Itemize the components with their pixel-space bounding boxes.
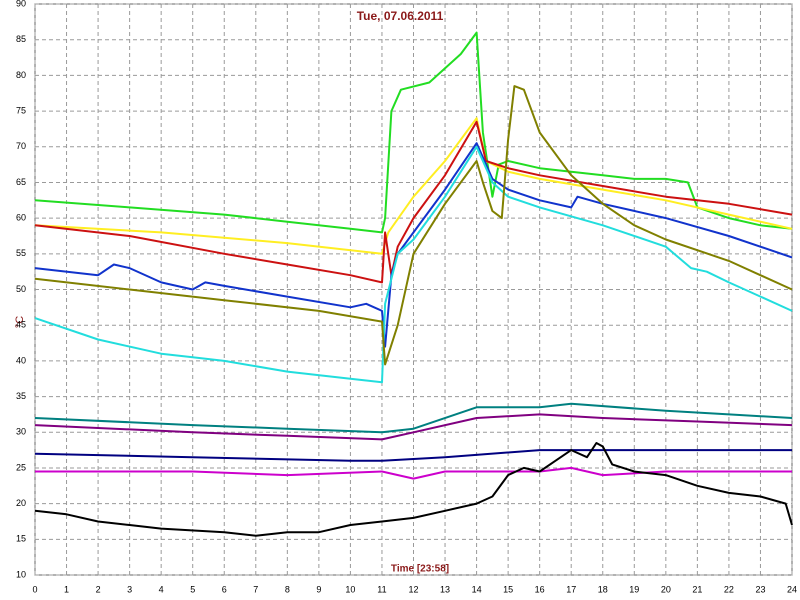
x-axis-label: Time [23:58]	[391, 564, 449, 575]
y-tick-label: 60	[16, 213, 26, 223]
x-tick-label: 3	[127, 584, 132, 594]
series-line	[34, 442, 793, 537]
x-tick-label: 22	[724, 584, 734, 594]
y-tick-label: 35	[16, 391, 26, 401]
y-axis-label: °C	[14, 316, 26, 328]
lines	[34, 31, 793, 537]
x-tick-label: 24	[787, 584, 797, 594]
x-tick-label: 12	[408, 584, 418, 594]
x-tick-label: 14	[472, 584, 482, 594]
x-tick-label: 23	[755, 584, 765, 594]
y-tick-label: 40	[16, 355, 26, 365]
y-tick-label: 55	[16, 248, 26, 258]
x-tick-label: 4	[159, 584, 164, 594]
x-tick-label: 13	[440, 584, 450, 594]
x-tick-label: 15	[503, 584, 513, 594]
series-line	[34, 120, 793, 284]
series-line	[34, 402, 793, 434]
series-line	[34, 413, 793, 441]
x-tick-label: 16	[535, 584, 545, 594]
x-tick-label: 5	[190, 584, 195, 594]
y-tick-label: 75	[16, 105, 26, 115]
series-line	[34, 31, 793, 234]
y-tick-label: 70	[16, 141, 26, 151]
chart-title: Tue, 07.06.2011	[357, 9, 444, 23]
x-tick-label: 19	[629, 584, 639, 594]
x-tick-label: 0	[32, 584, 37, 594]
y-tick-label: 85	[16, 34, 26, 44]
y-tick-label: 25	[16, 462, 26, 472]
y-tick-label: 50	[16, 284, 26, 294]
series-line	[34, 145, 793, 384]
x-tick-label: 10	[345, 584, 355, 594]
x-tick-label: 9	[316, 584, 321, 594]
x-tick-label: 7	[253, 584, 258, 594]
y-tick-label: 15	[16, 534, 26, 544]
series-line	[34, 117, 793, 255]
x-tick-label: 1	[64, 584, 69, 594]
x-tick-label: 11	[377, 584, 386, 594]
y-tick-label: 65	[16, 177, 26, 187]
x-tick-label: 2	[96, 584, 101, 594]
y-tick-label: 10	[16, 569, 26, 579]
y-tick-label: 20	[16, 498, 26, 508]
y-tick-label: 45	[16, 320, 26, 330]
y-tick-label: 80	[16, 70, 26, 80]
y-tick-label: 30	[16, 427, 26, 437]
series-line	[34, 85, 793, 366]
x-tick-label: 8	[285, 584, 290, 594]
x-tick-label: 6	[222, 584, 227, 594]
series-line	[35, 466, 792, 480]
y-tick-label: 90	[16, 0, 26, 8]
x-tick-label: 20	[661, 584, 671, 594]
x-tick-label: 18	[598, 584, 608, 594]
x-tick-label: 17	[566, 584, 576, 594]
x-tick-label: 21	[692, 584, 702, 594]
